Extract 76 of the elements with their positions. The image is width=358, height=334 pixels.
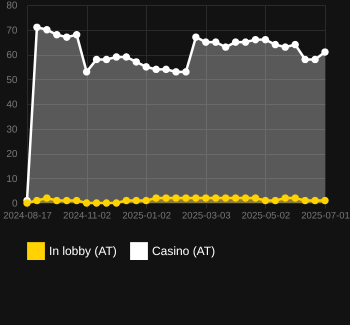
- x-tick-label: 2024-08-17: [3, 210, 52, 222]
- point: [232, 38, 240, 46]
- point: [301, 196, 309, 204]
- point: [182, 194, 190, 202]
- x-tick-label: 2025-05-02: [242, 210, 290, 222]
- point: [142, 196, 150, 204]
- x-tick-label: 2025-01-02: [122, 210, 172, 222]
- point: [172, 194, 180, 202]
- point: [102, 199, 110, 207]
- point: [242, 38, 250, 46]
- point: [212, 194, 220, 202]
- point: [202, 38, 210, 46]
- point: [192, 33, 200, 41]
- point: [212, 38, 220, 46]
- x-tick-label: 2024-11-02: [63, 210, 112, 222]
- point: [321, 196, 329, 204]
- point: [132, 58, 140, 66]
- point: [262, 196, 270, 204]
- point: [262, 36, 270, 44]
- point: [122, 53, 130, 61]
- point: [142, 63, 150, 71]
- point: [291, 40, 299, 48]
- point: [72, 31, 80, 38]
- point: [43, 26, 51, 34]
- y-tick-label: 50: [6, 74, 18, 86]
- point: [222, 43, 230, 51]
- point: [272, 40, 280, 48]
- point: [311, 56, 319, 64]
- point: [252, 194, 260, 202]
- y-tick-label: 0: [12, 198, 18, 210]
- point: [53, 31, 61, 38]
- point: [282, 43, 289, 51]
- point: [102, 56, 110, 64]
- y-tick-label: 20: [6, 149, 18, 160]
- point: [242, 194, 250, 202]
- point: [162, 194, 170, 202]
- point: [252, 36, 260, 44]
- point: [272, 196, 280, 204]
- point: [33, 24, 41, 31]
- point: [152, 66, 160, 74]
- point: [72, 196, 80, 204]
- point: [321, 48, 329, 56]
- y-tick-label: 70: [6, 25, 18, 36]
- point: [301, 56, 309, 64]
- point: [112, 199, 120, 207]
- point: [232, 194, 240, 202]
- point: [92, 199, 100, 207]
- point: [282, 194, 289, 202]
- point: [112, 53, 120, 61]
- point: [152, 194, 160, 202]
- point: [192, 194, 200, 202]
- point: [132, 196, 140, 204]
- point: [172, 68, 180, 76]
- y-tick-label: 60: [6, 50, 18, 61]
- y-tick-label: 80: [6, 0, 18, 12]
- point: [222, 194, 230, 202]
- point: [182, 68, 190, 76]
- point: [43, 194, 51, 202]
- point: [311, 196, 319, 204]
- point: [63, 196, 70, 204]
- point: [162, 66, 170, 74]
- point: [122, 196, 130, 204]
- y-tick-label: 10: [6, 174, 18, 185]
- legend-label: In lobby (AT): [49, 244, 117, 258]
- point: [202, 194, 210, 202]
- x-tick-label: 2025-03-03: [182, 210, 231, 222]
- point: [53, 196, 61, 204]
- y-tick-label: 30: [6, 124, 18, 136]
- point: [291, 194, 299, 202]
- point: [92, 56, 100, 64]
- y-tick-label: 40: [6, 100, 18, 110]
- point: [63, 33, 70, 41]
- point: [33, 196, 41, 204]
- point: [82, 68, 90, 76]
- x-tick-label: 2025-07-01: [301, 210, 350, 222]
- legend-label: Casino (AT): [152, 244, 216, 258]
